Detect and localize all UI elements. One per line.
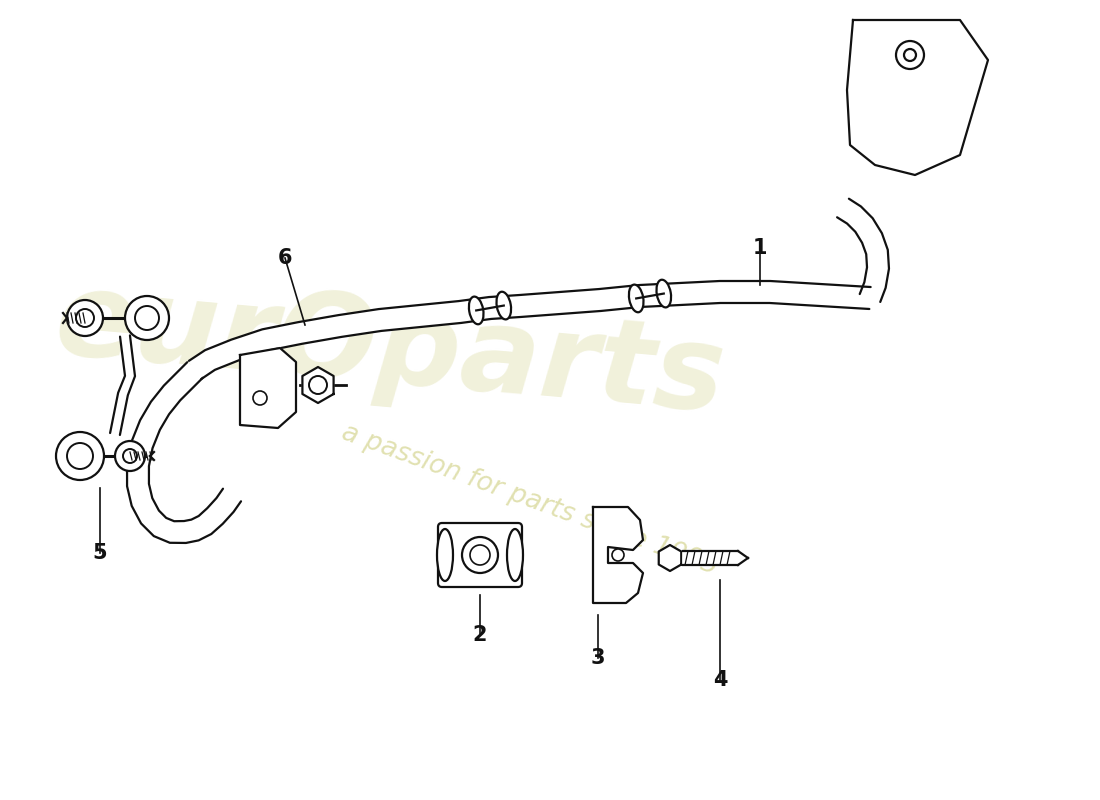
Circle shape [904,49,916,61]
Polygon shape [593,507,644,603]
Polygon shape [189,281,871,379]
Text: 3: 3 [591,648,605,668]
Text: 2: 2 [473,625,487,645]
Ellipse shape [629,285,644,312]
Ellipse shape [437,529,453,581]
Circle shape [309,376,327,394]
Text: eurOparts: eurOparts [51,263,729,437]
Ellipse shape [469,297,484,324]
Polygon shape [128,362,241,543]
Text: 5: 5 [92,543,108,563]
Circle shape [123,449,138,463]
Text: 1: 1 [752,238,768,258]
Circle shape [116,441,145,471]
Circle shape [462,537,498,573]
Polygon shape [302,367,333,403]
Circle shape [612,549,624,561]
Circle shape [896,41,924,69]
Circle shape [76,309,94,327]
Text: a passion for parts since 1995: a passion for parts since 1995 [339,420,722,580]
Text: 6: 6 [277,248,293,268]
Circle shape [67,300,103,336]
Circle shape [470,545,490,565]
Polygon shape [847,20,988,175]
Polygon shape [659,545,681,571]
Polygon shape [240,348,296,428]
Text: 4: 4 [713,670,727,690]
Polygon shape [683,551,746,565]
Ellipse shape [657,280,671,307]
Polygon shape [837,198,889,302]
Polygon shape [110,335,135,435]
Circle shape [56,432,104,480]
Circle shape [125,296,169,340]
Ellipse shape [496,292,512,319]
Circle shape [135,306,160,330]
Ellipse shape [507,529,522,581]
Circle shape [253,391,267,405]
FancyBboxPatch shape [438,523,522,587]
Circle shape [67,443,94,469]
